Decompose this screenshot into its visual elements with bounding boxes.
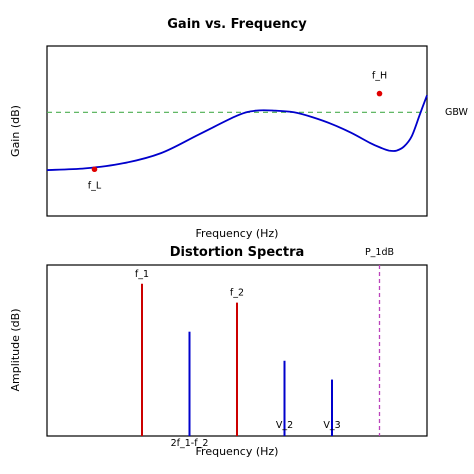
gain-plot-area: GBW f_L f_H [46,71,469,191]
distortion-chart: Distortion Spectra f_1 2f_1-f_2 f_2 V_2 V_3 P… [9,245,428,458]
gain-curve-0 [46,94,428,171]
stem-label-f-1: f_1 [135,269,149,280]
marker-label-f-h: f_H [372,71,387,82]
marker-f-h [376,90,383,97]
stem-label-v-3: V_3 [323,420,340,431]
gain-plot-frame [46,45,428,217]
gain-x-axis-label: Frequency (Hz) [196,227,279,240]
distortion-plot-area: f_1 2f_1-f_2 f_2 V_2 V_3 P_1dB [135,247,394,449]
distortion-y-axis-label: Amplitude (dB) [9,309,22,392]
p1db-label: P_1dB [365,247,394,258]
gbw-label: GBW [445,107,469,118]
distortion-x-axis-label: Frequency (Hz) [196,445,279,458]
stem-label-f-2: f_2 [230,288,244,299]
gain-chart: Gain vs. Frequency GBW f_L f_H Frequency (… [9,17,469,240]
marker-f-l [91,166,98,173]
stem-label-v-2: V_2 [276,420,293,431]
distortion-chart-title: Distortion Spectra [170,245,305,260]
stem-label-2f-1-f-2: 2f_1-f_2 [171,438,209,449]
gain-chart-title: Gain vs. Frequency [167,17,307,32]
marker-label-f-l: f_L [88,180,102,191]
gain-y-axis-label: Gain (dB) [9,105,22,157]
